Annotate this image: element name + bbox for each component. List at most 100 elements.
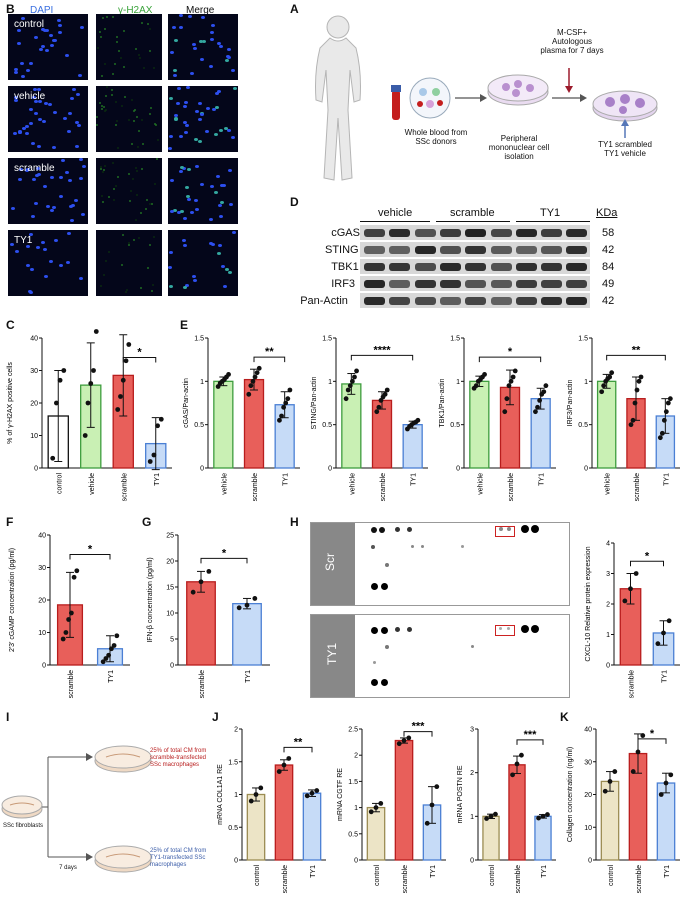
nucleus-dot (110, 89, 113, 92)
col-header-merge: Merge (186, 5, 215, 16)
data-point (287, 387, 293, 393)
nucleus-dot (49, 34, 54, 38)
nucleus-dot (103, 169, 106, 172)
nucleus-dot (29, 62, 34, 66)
blot-band (566, 229, 588, 237)
data-point (599, 389, 605, 395)
data-point (473, 383, 479, 389)
data-point (304, 793, 310, 799)
nucleus-dot (28, 289, 33, 293)
donor-figure-icon (315, 15, 361, 181)
data-point (628, 586, 633, 592)
y-tick-label: 40 (38, 533, 46, 540)
nucleus-dot (101, 107, 104, 110)
nucleus-dot (74, 199, 79, 203)
nucleus-dot (122, 65, 125, 68)
array-spot (407, 527, 412, 532)
nucleus-dot (62, 116, 67, 120)
array-spot (421, 545, 424, 548)
nucleus-dot (48, 260, 53, 264)
data-point (120, 377, 126, 383)
nucleus-dot (97, 47, 100, 50)
data-point (415, 417, 421, 423)
data-point (429, 802, 435, 808)
nucleus-dot (178, 169, 183, 173)
y-tick-label: 30 (30, 368, 38, 375)
nucleus-dot (112, 188, 115, 191)
array-spot (471, 645, 474, 648)
nucleus-dot (217, 244, 222, 248)
nucleus-dot (58, 23, 63, 27)
data-point (612, 769, 618, 774)
nucleus-dot (25, 68, 30, 72)
nucleus-dot (96, 124, 99, 127)
nucleus-dot (169, 51, 174, 55)
data-point (246, 391, 252, 397)
data-point (250, 378, 256, 384)
y-tick-label: 1.5 (194, 336, 204, 343)
x-tick-label: scramble (515, 865, 522, 894)
data-point (85, 400, 91, 406)
nucleus-dot (136, 193, 139, 196)
data-point (155, 423, 160, 429)
nucleus-dot (58, 31, 63, 35)
data-point (406, 735, 412, 741)
nucleus-dot (152, 284, 155, 287)
macrophage-dish-icon (592, 90, 658, 122)
nucleus-dot (38, 99, 43, 103)
blot-band (389, 280, 411, 288)
nucleus-dot (48, 103, 53, 107)
nucleus-dot (179, 165, 184, 169)
nucleus-dot (28, 232, 33, 236)
nucleus-dot (186, 167, 191, 171)
data-point (384, 387, 390, 393)
nucleus-dot (225, 58, 230, 62)
data-point (373, 805, 379, 810)
data-point (309, 790, 315, 796)
significance-bracket (283, 746, 313, 753)
y-axis-label: STING/Pan-actin (311, 376, 318, 429)
panel-label-d: D (290, 195, 299, 209)
data-point (349, 378, 355, 384)
x-tick-label: scramble (68, 670, 75, 699)
nucleus-dot (37, 87, 42, 91)
nucleus-dot (104, 109, 107, 112)
blot-band (566, 280, 588, 288)
nucleus-dot (192, 47, 197, 51)
data-point (668, 772, 674, 778)
nucleus-dot (79, 176, 84, 180)
nucleus-dot (215, 105, 220, 109)
group-vehicle: vehicle (378, 207, 413, 219)
nucleus-dot (71, 87, 76, 91)
micrograph-ty1-h2ax (96, 230, 162, 296)
y-tick-label: 2 (234, 727, 238, 734)
nucleus-dot (215, 92, 220, 96)
nucleus-dot (67, 231, 72, 235)
data-point (190, 589, 196, 595)
nucleus-dot (172, 74, 177, 78)
bar-control (366, 806, 386, 861)
nucleus-dot (35, 173, 40, 177)
nucleus-dot (75, 92, 80, 96)
nucleus-dot (33, 100, 38, 104)
nucleus-dot (217, 90, 222, 94)
nucleus-dot (172, 25, 177, 29)
significance-bracket (122, 357, 157, 363)
blot-band (364, 229, 385, 237)
y-tick-label: 1.5 (578, 336, 588, 343)
nucleus-dot (25, 131, 30, 135)
significance-bracket (253, 356, 286, 363)
x-tick-label: TY1 (430, 865, 437, 878)
y-tick-label: 0 (234, 858, 238, 865)
nucleus-dot (59, 194, 64, 198)
y-tick-label: 1 (200, 379, 204, 386)
panel-d-western-blot: vehicle scramble TY1 KDa cGAS 58 STING 42 TB… (290, 195, 686, 315)
nucleus-dot (44, 101, 49, 105)
data-point (151, 452, 157, 458)
y-tick-label: 10 (38, 630, 46, 637)
blot-band (541, 263, 563, 271)
blot-band (389, 246, 411, 254)
nucleus-dot (70, 219, 75, 223)
nucleus-dot (104, 27, 107, 30)
y-tick-label: 30 (38, 565, 46, 572)
